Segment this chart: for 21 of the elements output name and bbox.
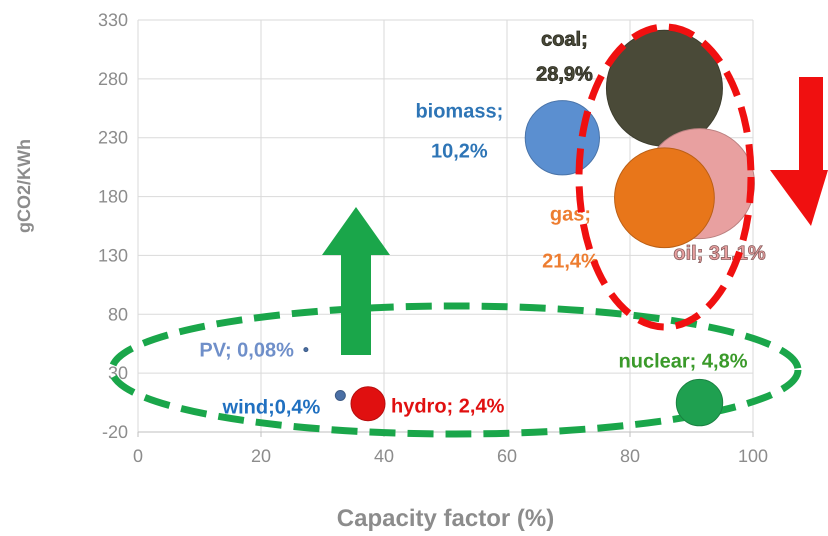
x-axis-title: Capacity factor (%) [336,505,554,532]
series-label: biomass; 10,2% [415,100,504,163]
series-label: coal; 28,9% [536,28,594,86]
series-label: PV; 0,08% [199,340,294,362]
y-tick-label: 80 [108,304,128,324]
y-tick-label: 280 [98,68,128,89]
x-tick-label: 20 [250,446,272,466]
y-tick-label: -20 [102,422,128,442]
y-tick-label: 180 [98,186,128,207]
series-label: wind;0,4% [222,396,321,419]
x-tick-label: 40 [374,446,394,466]
x-tick-label: 60 [496,446,518,466]
y-axis-title: gCO2/KWh [14,139,34,233]
series-label: hydro; 2,4% [391,396,505,418]
y-tick-label: 330 [98,10,128,30]
series-label: nuclear; 4,8% [618,350,748,373]
x-tick-label: 0 [132,446,144,466]
x-tick-label: 80 [620,446,640,466]
y-tick-label: 130 [98,245,128,266]
x-tick-label: 100 [738,446,768,466]
y-tick-label: 230 [98,128,128,148]
